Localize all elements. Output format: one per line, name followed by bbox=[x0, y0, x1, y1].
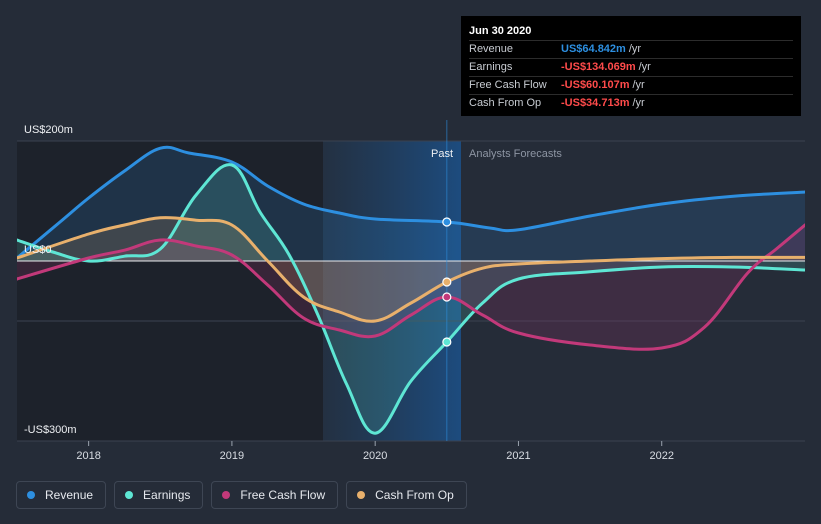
legend-dot-icon bbox=[357, 491, 366, 499]
free-cash-flow-line bbox=[17, 223, 805, 351]
free-cash-flow-area bbox=[17, 225, 805, 350]
past-highlight-band bbox=[323, 141, 461, 441]
legend-label: Free Cash Flow bbox=[240, 488, 326, 502]
tooltip-free-cash-flow-unit: /yr bbox=[632, 79, 645, 91]
earnings-marker bbox=[442, 337, 452, 347]
legend-item-earnings[interactable]: Earnings bbox=[114, 481, 204, 509]
y-tick-label-bottom: -US$300m bbox=[24, 424, 77, 436]
past-label: Past bbox=[431, 148, 453, 160]
earnings-area bbox=[17, 164, 805, 434]
cash-from-op-marker bbox=[442, 277, 452, 287]
cash-from-op-line bbox=[17, 216, 805, 323]
series-lines bbox=[17, 145, 805, 435]
x-tick-label-2021: 2021 bbox=[506, 450, 530, 462]
y-tick-label-zero: US$0 bbox=[24, 244, 52, 256]
tooltip-revenue-label: Revenue bbox=[469, 43, 514, 55]
legend-dot-icon bbox=[222, 491, 231, 499]
cash-from-op-area bbox=[17, 217, 805, 322]
tooltip-earnings-label: Earnings bbox=[469, 61, 513, 73]
legend-label: Earnings bbox=[143, 488, 191, 502]
free-cash-flow-marker bbox=[442, 292, 452, 302]
x-tick-label-2018: 2018 bbox=[76, 450, 100, 462]
tooltip-cash-from-op-label: Cash From Op bbox=[469, 97, 542, 109]
tooltip-earnings-unit: /yr bbox=[638, 61, 651, 73]
tooltip-free-cash-flow-value: -US$60.107m bbox=[561, 79, 630, 91]
legend-label: Cash From Op bbox=[375, 488, 454, 502]
legend-item-revenue[interactable]: Revenue bbox=[16, 481, 107, 509]
revenue-line bbox=[17, 145, 805, 260]
tooltip-revenue-value: US$64.842m bbox=[561, 43, 626, 55]
x-tick-label-2020: 2020 bbox=[363, 450, 387, 462]
y-tick-label-top: US$200m bbox=[24, 124, 73, 136]
gridlines bbox=[17, 140, 805, 442]
revenue-marker bbox=[442, 217, 452, 227]
tooltip-row-cash-from-op: Cash From Op -US$34.713m/yr bbox=[469, 94, 793, 112]
tooltip-cash-from-op-value: -US$34.713m bbox=[561, 97, 630, 109]
earnings-line bbox=[17, 163, 805, 435]
tooltip-earnings-value: -US$134.069m bbox=[561, 61, 636, 73]
x-axis-ticks: 2018 2019 2020 2021 2022 bbox=[76, 441, 674, 462]
tooltip-row-revenue: Revenue US$64.842m/yr bbox=[469, 40, 793, 58]
tooltip-cash-from-op-unit: /yr bbox=[632, 97, 645, 109]
tooltip-revenue-unit: /yr bbox=[628, 43, 642, 55]
legend-dot-icon bbox=[125, 491, 134, 499]
x-tick-label-2019: 2019 bbox=[220, 450, 244, 462]
tooltip-row-earnings: Earnings -US$134.069m/yr bbox=[469, 58, 793, 76]
hover-markers bbox=[442, 217, 452, 347]
legend: Revenue Earnings Free Cash Flow Cash From O… bbox=[16, 481, 475, 509]
legend-label: Revenue bbox=[45, 488, 94, 502]
forecast-label: Analysts Forecasts bbox=[469, 148, 562, 160]
tooltip-rows: Revenue US$64.842m/yr Earnings -US$134.069m… bbox=[469, 40, 793, 112]
hover-tooltip: Jun 30 2020 Revenue US$64.842m/yr Earnings… bbox=[461, 16, 801, 116]
tooltip-row-free-cash-flow: Free Cash Flow -US$60.107m/yr bbox=[469, 76, 793, 94]
tooltip-free-cash-flow-label: Free Cash Flow bbox=[469, 79, 547, 91]
x-tick-label-2022: 2022 bbox=[649, 450, 673, 462]
tooltip-date: Jun 30 2020 bbox=[469, 25, 532, 37]
legend-item-free-cash-flow[interactable]: Free Cash Flow bbox=[211, 481, 339, 509]
legend-item-cash-from-op[interactable]: Cash From Op bbox=[346, 481, 467, 509]
legend-dot-icon bbox=[27, 491, 35, 499]
